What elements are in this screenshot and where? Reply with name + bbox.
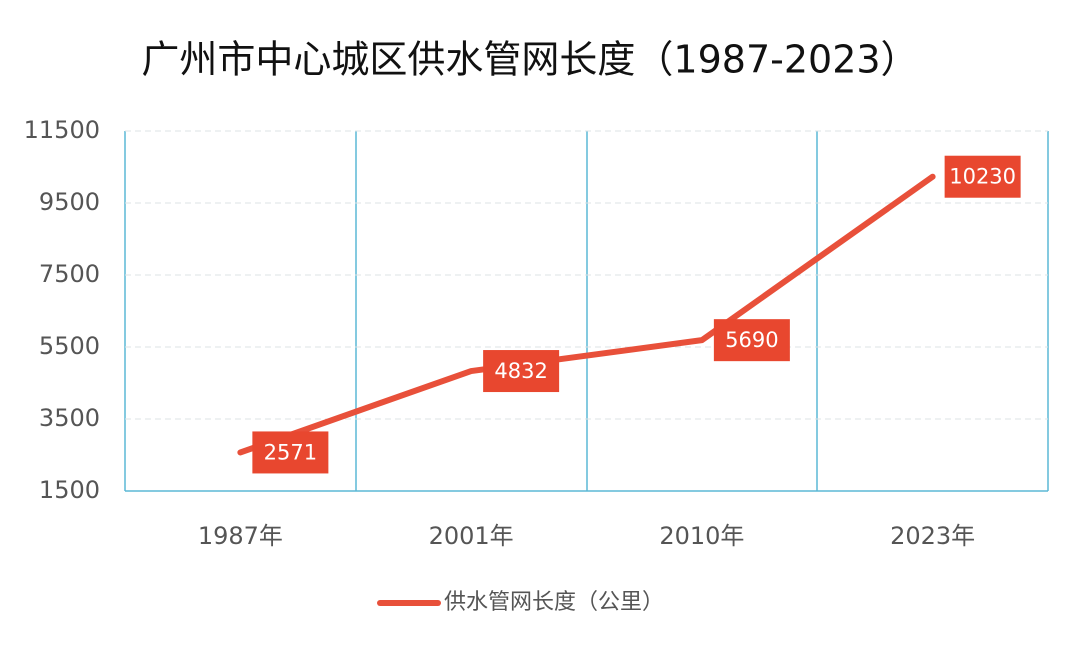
x-tick-label: 2001年 bbox=[429, 522, 514, 550]
legend-label: 供水管网长度（公里） bbox=[444, 590, 664, 615]
y-tick-label: 3500 bbox=[39, 404, 100, 432]
value-label: 4832 bbox=[494, 359, 547, 383]
value-label-box bbox=[483, 350, 560, 393]
value-label: 5690 bbox=[725, 328, 778, 352]
value-label-box bbox=[944, 155, 1021, 198]
x-tick-label: 2023年 bbox=[890, 522, 975, 550]
y-tick-label: 1500 bbox=[39, 476, 100, 504]
value-label-box bbox=[713, 319, 790, 362]
series-line bbox=[237, 173, 936, 456]
value-label: 2571 bbox=[264, 440, 317, 464]
y-tick-label: 5500 bbox=[39, 332, 100, 360]
x-tick-label: 1987年 bbox=[198, 522, 283, 550]
category-dividers bbox=[124, 131, 1049, 492]
value-label-box bbox=[252, 431, 329, 474]
y-tick-label: 11500 bbox=[24, 116, 100, 144]
y-tick-label: 7500 bbox=[39, 260, 100, 288]
x-tick-label: 2010年 bbox=[659, 522, 744, 550]
value-label: 10230 bbox=[949, 165, 1016, 189]
y-tick-label: 9500 bbox=[39, 188, 100, 216]
chart-title: 广州市中心城区供水管网长度（1987-2023） bbox=[141, 38, 918, 82]
